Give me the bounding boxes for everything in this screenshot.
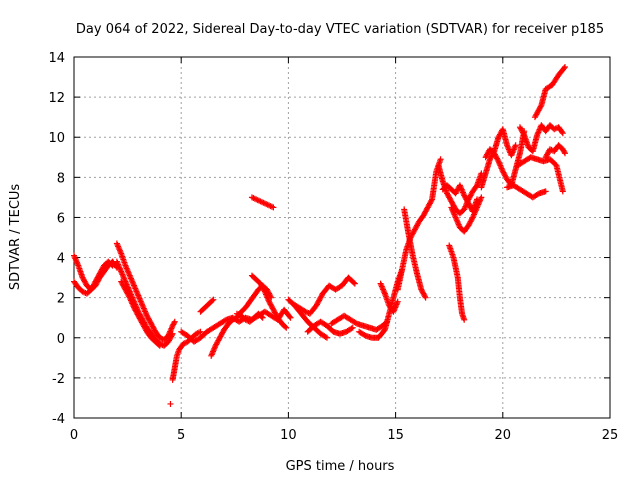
x-tick-label: 10 [280, 428, 297, 443]
data-point [171, 320, 178, 327]
data-point [559, 130, 566, 137]
series-arc-28 [514, 154, 566, 195]
data-point [350, 279, 357, 286]
data-point [512, 142, 519, 149]
y-tick-label: -4 [52, 412, 65, 427]
data-point [461, 316, 468, 323]
y-tick-label: 6 [57, 211, 65, 226]
data-point [558, 129, 565, 136]
data-point [155, 341, 162, 348]
data-point [323, 334, 330, 341]
chart-title: Day 064 of 2022, Sidereal Day-to-day VTE… [76, 22, 604, 37]
series-arc-9 [197, 296, 217, 315]
data-point [520, 130, 527, 137]
series-arc-7 [178, 306, 294, 345]
data-point [561, 64, 568, 71]
data-point [258, 313, 265, 320]
data-point [109, 262, 116, 269]
series-arc-25 [478, 126, 519, 191]
data-point [380, 327, 387, 334]
data-point [494, 156, 501, 163]
series-arc-3 [113, 240, 178, 343]
data-point [168, 332, 175, 339]
data-point [421, 293, 428, 300]
y-tick-label: 12 [48, 91, 65, 106]
data-point [167, 400, 174, 407]
data-point [473, 183, 480, 190]
series-arc-5 [118, 278, 163, 349]
data-point [559, 188, 566, 195]
series-arc-18 [377, 280, 401, 315]
data-point [126, 293, 133, 300]
y-tick-label: 0 [57, 332, 65, 347]
y-tick-label: 10 [48, 131, 65, 146]
data-point [209, 297, 216, 304]
data-point [469, 215, 476, 222]
data-point [394, 298, 401, 305]
y-tick-label: 14 [48, 51, 65, 66]
data-point [197, 328, 204, 335]
data-point [270, 204, 277, 211]
data-point [349, 324, 356, 331]
data-point [348, 325, 355, 332]
data-point [261, 287, 268, 294]
data-point [422, 294, 429, 301]
x-axis-label: GPS time / hours [286, 459, 395, 474]
y-tick-label: -2 [52, 372, 65, 387]
data-point [322, 333, 329, 340]
data-point [542, 188, 549, 195]
y-tick-label: 2 [57, 292, 65, 307]
data-point [561, 148, 568, 155]
x-tick-label: 20 [495, 428, 512, 443]
data-point [286, 313, 293, 320]
series-arc-24 [446, 242, 468, 323]
data-point [169, 330, 176, 337]
data-point [561, 65, 568, 72]
data-point [537, 103, 544, 110]
data-point [561, 150, 568, 157]
series-arc-31 [542, 142, 568, 161]
y-axis-label: SDTVAR / TECUs [8, 184, 23, 291]
data-point [156, 342, 163, 349]
data-point [259, 314, 266, 321]
data-point [351, 280, 358, 287]
series-arc-14 [304, 318, 356, 337]
series-arc-22 [439, 182, 481, 215]
data-point [108, 261, 115, 268]
x-tick-label: 5 [177, 428, 185, 443]
series-outlier [167, 400, 174, 407]
series-arc-12 [248, 272, 290, 331]
series-arc-23 [448, 194, 485, 235]
data-point [478, 194, 485, 201]
axis-ticks: 0 5 10 15 20 25 -4 -2 0 2 4 6 8 10 12 14 [48, 51, 618, 443]
series-arc-20 [401, 206, 429, 301]
series-arc-29 [504, 182, 549, 201]
series-arc-27 [516, 122, 566, 155]
x-tick-label: 0 [70, 428, 78, 443]
plot-frame [73, 56, 611, 419]
data-point [437, 156, 444, 163]
y-tick-label: 4 [57, 252, 65, 267]
data-point [287, 314, 294, 321]
grid [74, 57, 610, 418]
data-point [283, 324, 290, 331]
data-point [428, 197, 435, 204]
series-arc-15 [285, 296, 330, 341]
series-arc-2 [71, 258, 116, 297]
x-tick-label: 15 [387, 428, 404, 443]
y-tick-label: 8 [57, 171, 65, 186]
x-tick-label: 25 [602, 428, 619, 443]
series-arc-19 [394, 156, 444, 293]
series-arc-30 [531, 64, 568, 121]
data-point [210, 296, 217, 303]
series-arc-11 [248, 194, 277, 211]
data-series [71, 64, 568, 407]
series-arc-10 [233, 310, 266, 325]
data-point [171, 318, 178, 325]
data-point [282, 323, 289, 330]
